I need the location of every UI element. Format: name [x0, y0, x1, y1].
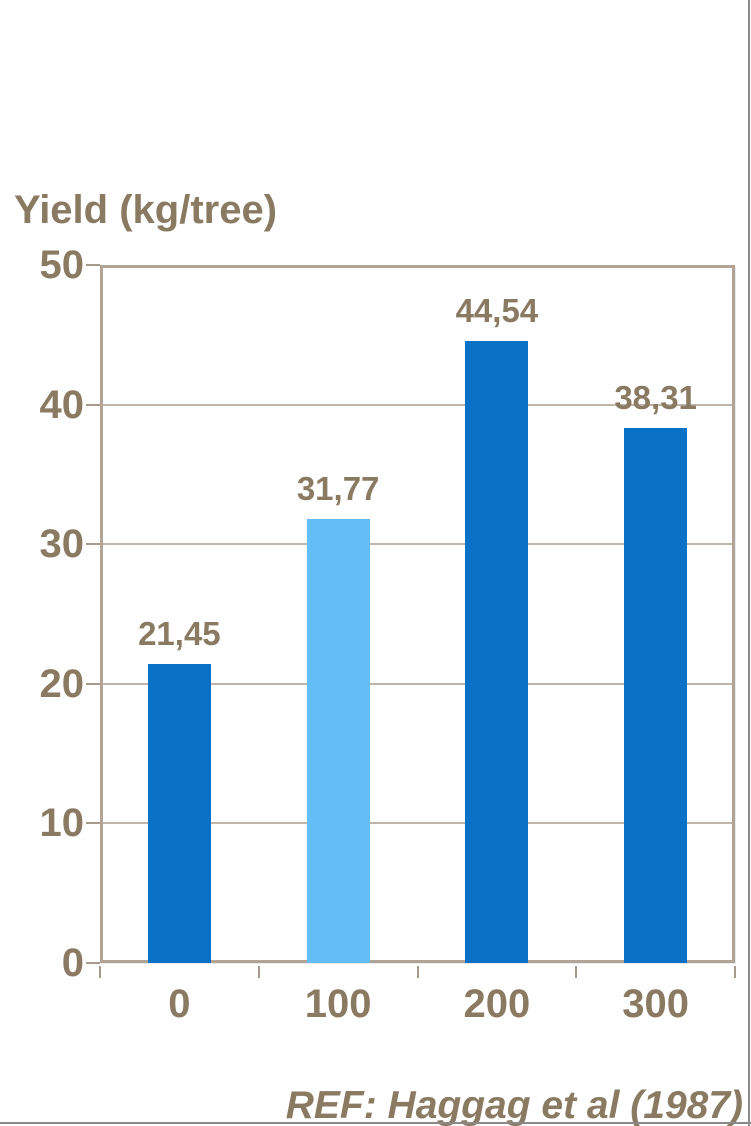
- y-axis-tick-0: [86, 962, 100, 964]
- y-axis-tick-20: [86, 682, 100, 685]
- bar-value-label-200: 44,54: [455, 292, 539, 330]
- x-axis-tick-3: [575, 966, 578, 978]
- slide-bottom-edge-line: [0, 1122, 751, 1124]
- gridline-10: [103, 822, 732, 825]
- x-axis-tick-1: [257, 966, 260, 978]
- x-axis-label-300: 300: [622, 982, 689, 1026]
- bar-value-label-100: 31,77: [296, 470, 380, 508]
- y-axis-label-50: 50: [39, 243, 85, 287]
- reference-text: REF: Haggag et al (1987): [285, 1084, 743, 1126]
- x-axis-tick-0: [99, 966, 101, 978]
- gridline-20: [103, 682, 732, 685]
- y-axis-tick-30: [86, 543, 100, 546]
- gridline-40: [103, 403, 732, 406]
- x-axis-label-0: 0: [168, 982, 191, 1026]
- y-axis-label-0: 0: [61, 941, 84, 985]
- bar-100: [306, 519, 370, 963]
- y-axis-label-30: 30: [39, 522, 85, 567]
- chart-title: Yield (kg/tree): [14, 188, 278, 232]
- bar-300: [624, 428, 688, 963]
- y-axis-tick-40: [86, 403, 100, 406]
- plot-area: [100, 265, 735, 963]
- slide-right-edge-line: [748, 0, 750, 1126]
- y-axis-tick-10: [86, 822, 100, 825]
- y-axis-tick-50: [86, 264, 100, 266]
- x-axis-tick-4: [734, 966, 736, 978]
- gridline-30: [103, 543, 732, 546]
- bar-200: [465, 341, 529, 963]
- bar-0: [147, 663, 211, 963]
- y-axis-label-10: 10: [39, 801, 85, 846]
- bar-value-label-300: 38,31: [614, 379, 697, 417]
- x-axis-label-200: 200: [463, 982, 531, 1026]
- y-axis-label-20: 20: [39, 661, 85, 706]
- x-axis-tick-2: [416, 966, 419, 978]
- y-axis-label-40: 40: [39, 382, 85, 427]
- x-axis-label-100: 100: [304, 982, 372, 1026]
- bar-value-label-0: 21,45: [138, 614, 221, 652]
